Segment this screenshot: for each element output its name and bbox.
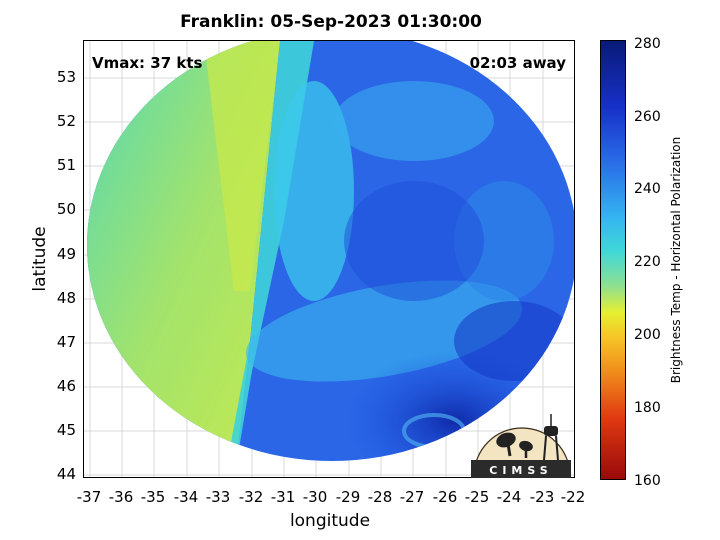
- x-tick-label: -34: [173, 488, 199, 506]
- x-tick-label: -30: [302, 488, 328, 506]
- x-tick-label: -31: [270, 488, 296, 506]
- x-tick-label: -26: [432, 488, 458, 506]
- x-tick-label: -22: [560, 488, 586, 506]
- colorbar-tick-label: 240: [634, 181, 661, 197]
- x-tick-label: -32: [238, 488, 264, 506]
- colorbar-label: Brightness Temp - Horizontal Polarizatio…: [669, 136, 683, 384]
- logo-text: CIMSS: [489, 464, 552, 477]
- y-tick-label: 50: [56, 200, 76, 218]
- map-plot-area: Vmax: 37 kts 02:03 away: [83, 40, 575, 478]
- y-tick-label: 46: [56, 377, 76, 395]
- y-tick-label: 47: [56, 333, 76, 351]
- colorbar-tick-label: 200: [634, 327, 661, 343]
- colorbar-tick-label: 280: [634, 36, 661, 52]
- x-tick-label: -35: [140, 488, 166, 506]
- colorbar-tick-label: 160: [634, 473, 661, 489]
- x-axis-label: longitude: [289, 511, 371, 531]
- x-tick-label: -27: [399, 488, 425, 506]
- x-tick-label: -36: [108, 488, 134, 506]
- x-tick-label: -23: [529, 488, 555, 506]
- y-tick-label: 53: [56, 68, 76, 86]
- y-tick-label: 51: [56, 156, 76, 174]
- x-tick-label: -25: [464, 488, 490, 506]
- swath-image: [84, 41, 574, 477]
- colorbar: [600, 40, 626, 480]
- y-tick-label: 52: [56, 112, 76, 130]
- brightness-temperature-field: [87, 41, 574, 461]
- chart-title: Franklin: 05-Sep-2023 01:30:00: [180, 12, 482, 32]
- time-away-label: 02:03 away: [469, 54, 566, 72]
- cimss-logo: CIMSS: [471, 414, 571, 478]
- x-tick-label: -24: [496, 488, 522, 506]
- y-tick-label: 48: [56, 289, 76, 307]
- x-tick-label: -33: [205, 488, 231, 506]
- y-tick-label: 44: [56, 465, 76, 483]
- colorbar-tick-label: 220: [634, 254, 661, 270]
- y-tick-label: 49: [56, 245, 76, 263]
- vmax-label: Vmax: 37 kts: [92, 54, 203, 72]
- y-axis-label: latitude: [30, 226, 50, 292]
- y-tick-label: 45: [56, 421, 76, 439]
- x-tick-label: -37: [76, 488, 102, 506]
- x-tick-label: -28: [367, 488, 393, 506]
- colorbar-tick-label: 260: [634, 109, 661, 125]
- colorbar-tick-label: 180: [634, 400, 661, 416]
- x-tick-label: -29: [335, 488, 361, 506]
